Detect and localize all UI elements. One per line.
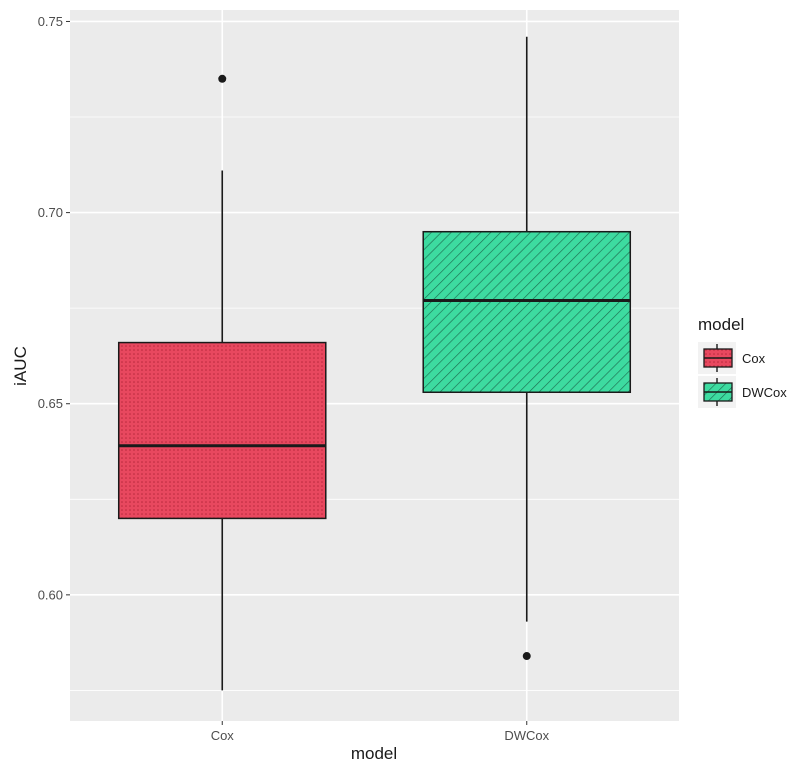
y-tick-label: 0.65 — [38, 396, 63, 411]
legend-title: model — [698, 315, 744, 334]
y-tick-label: 0.70 — [38, 205, 63, 220]
x-tick-label: DWCox — [504, 728, 549, 743]
x-tick-label: Cox — [211, 728, 235, 743]
y-tick-label: 0.60 — [38, 587, 63, 602]
legend: model Cox DWCox — [698, 315, 787, 408]
legend-item-dwcox: DWCox — [698, 376, 787, 408]
outlier-point — [218, 74, 227, 83]
legend-label: Cox — [742, 351, 766, 366]
y-tick-label: 0.75 — [38, 14, 63, 29]
boxes — [117, 36, 632, 691]
x-axis-title: model — [351, 744, 397, 763]
legend-label: DWCox — [742, 385, 787, 400]
y-axis-ticks: 0.60 0.65 0.70 0.75 — [38, 14, 70, 602]
box-iqr — [117, 341, 327, 520]
x-axis-ticks: Cox DWCox — [211, 721, 550, 743]
box-cox — [117, 74, 327, 691]
legend-item-cox: Cox — [698, 342, 766, 374]
box-iqr — [422, 230, 632, 394]
box-dwcox — [422, 36, 632, 661]
outlier-point — [522, 652, 531, 661]
y-axis-title: iAUC — [11, 346, 30, 386]
